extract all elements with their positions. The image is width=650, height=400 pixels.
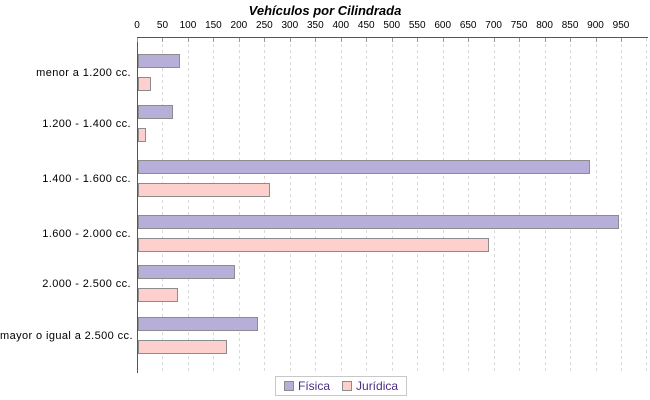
x-tick-label: 800 <box>536 20 553 31</box>
gridline <box>340 38 342 372</box>
bar-juridica <box>138 128 146 142</box>
legend-item-juridica: Jurídica <box>342 379 398 393</box>
category-label: 1.400 - 1.600 cc. <box>42 172 131 185</box>
gridline <box>315 38 317 372</box>
x-axis-line <box>137 37 648 38</box>
x-tick-label: 500 <box>383 20 401 31</box>
bar-juridica <box>138 340 227 354</box>
gridline <box>646 38 648 372</box>
legend-swatch-fisica-icon <box>284 381 294 391</box>
x-tick-mark <box>238 38 240 42</box>
x-tick-mark <box>391 38 393 42</box>
bar-juridica <box>138 288 178 302</box>
category-label: mayor o igual a 2.500 cc. <box>0 329 133 342</box>
x-tick-label: 900 <box>587 20 604 31</box>
gridline <box>595 38 597 372</box>
x-tick-mark <box>366 38 368 42</box>
x-tick-mark <box>137 38 138 42</box>
bar-fisica <box>138 54 180 68</box>
gridline <box>238 38 240 372</box>
gridline <box>442 38 444 372</box>
bar-juridica <box>138 77 151 91</box>
x-tick-mark <box>264 38 266 42</box>
x-tick-label: 550 <box>408 20 426 31</box>
legend-label-fisica: Física <box>298 379 331 393</box>
x-tick-label: 700 <box>485 20 502 31</box>
x-tick-label: 50 <box>156 20 169 31</box>
gridline <box>213 38 215 372</box>
gridline <box>519 38 521 372</box>
gridline <box>289 38 291 372</box>
bar-fisica <box>138 105 173 119</box>
gridline <box>621 38 622 372</box>
gridline <box>264 38 266 372</box>
y-axis-line <box>137 37 138 373</box>
x-tick-label: 650 <box>459 20 477 31</box>
bar-fisica <box>138 160 590 174</box>
gridline <box>570 38 572 372</box>
legend-item-fisica: Física <box>284 379 330 393</box>
x-tick-mark <box>289 38 291 42</box>
x-tick-mark <box>493 38 495 42</box>
x-tick-mark <box>213 38 215 42</box>
gridline <box>544 38 546 372</box>
x-tick-label: 100 <box>179 20 197 31</box>
x-tick-label: 200 <box>230 20 248 31</box>
gridline <box>391 38 393 372</box>
x-tick-mark <box>340 38 342 42</box>
x-tick-mark <box>621 38 622 42</box>
x-tick-mark <box>468 38 470 42</box>
x-tick-label: 150 <box>205 20 222 31</box>
x-tick-label: 250 <box>256 20 273 31</box>
chart-title: Vehículos por Cilindrada <box>248 3 402 18</box>
gridline <box>468 38 470 372</box>
x-tick-label: 600 <box>434 20 452 31</box>
x-tick-label: 350 <box>306 20 324 31</box>
x-tick-label: 750 <box>510 20 528 31</box>
x-tick-mark <box>595 38 597 42</box>
x-tick-label: 950 <box>612 20 630 31</box>
x-tick-mark <box>187 38 189 42</box>
bar-juridica <box>138 238 489 252</box>
x-tick-label: 850 <box>561 20 579 31</box>
x-tick-label: 450 <box>357 20 375 31</box>
x-tick-mark <box>162 38 164 42</box>
gridline <box>187 38 189 372</box>
gridline <box>162 38 164 372</box>
legend: Física Jurídica <box>275 376 408 396</box>
x-tick-mark <box>519 38 521 42</box>
x-tick-label: 400 <box>332 20 350 31</box>
x-tick-mark <box>442 38 444 42</box>
x-tick-label: 300 <box>281 20 299 31</box>
category-label: 1.200 - 1.400 cc. <box>42 117 131 130</box>
gridline <box>417 38 419 372</box>
category-label: menor a 1.200 cc. <box>36 66 131 79</box>
x-tick-mark <box>570 38 572 42</box>
bar-fisica <box>138 215 619 229</box>
x-tick-label: 0 <box>134 20 140 31</box>
category-label: 1.600 - 2.000 cc. <box>42 227 131 240</box>
bar-fisica <box>138 317 258 331</box>
x-tick-mark <box>417 38 419 42</box>
legend-label-juridica: Jurídica <box>356 379 399 393</box>
x-tick-mark <box>315 38 317 42</box>
bar-juridica <box>138 183 270 197</box>
legend-swatch-juridica-icon <box>342 381 353 391</box>
x-tick-mark <box>544 38 546 42</box>
gridline <box>493 38 495 372</box>
category-label: 2.000 - 2.500 cc. <box>42 277 131 290</box>
gridline <box>366 38 368 372</box>
bar-fisica <box>138 265 235 279</box>
